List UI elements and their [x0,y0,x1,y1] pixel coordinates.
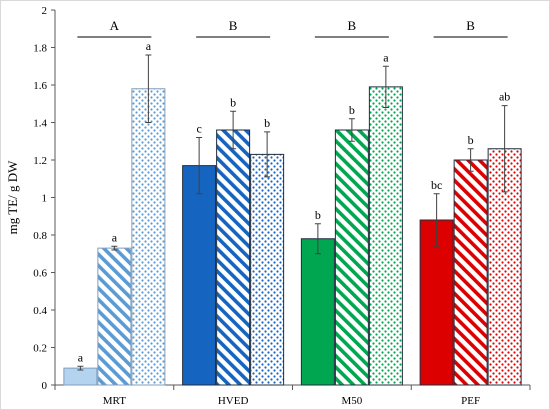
bar-significance-label: a [146,39,152,53]
bar [300,238,335,386]
x-category-label: PEF [461,395,480,407]
y-tick-label: 1.8 [33,43,47,55]
bar-significance-label: a [78,350,84,364]
bar-group-pef: bc b ab [419,90,522,386]
bar-significance-label: a [112,230,118,244]
bar-group-m50: b b a [300,50,403,386]
group-significance-label: A [110,18,120,33]
x-category-label: M50 [341,395,362,407]
y-tick-label: 0.8 [33,230,47,242]
bar-significance-label: a [383,50,389,64]
x-category-label: MRT [103,395,126,407]
group-significance-label: B [348,18,357,33]
y-tick-label: 0.4 [33,305,47,317]
x-category-label: HVED [218,395,249,407]
bar [334,129,369,386]
bar [97,247,132,386]
y-tick-label: 1.2 [33,155,47,167]
bar-group-hved: c b b [182,95,285,386]
y-tick-label: 1 [42,193,48,205]
bar-significance-label: b [264,116,270,130]
y-axis-title: mg TE/ g DW [5,160,20,235]
y-tick-label: 0.2 [33,343,47,355]
y-tick-label: 2 [42,5,48,17]
bar [216,129,251,386]
bar-significance-label: ab [499,90,510,104]
bar [250,153,285,386]
bar [453,159,488,386]
bar [63,367,98,386]
bar [182,165,217,386]
bar-significance-label: c [196,122,201,136]
bar [419,219,454,386]
group-significance-label: B [466,18,475,33]
y-tick-label: 1.4 [33,118,47,130]
y-tick-label: 1.6 [33,80,47,92]
y-tick-label: 0.6 [33,268,47,280]
bar-significance-label: b [230,95,236,109]
bar-significance-label: b [349,103,355,117]
bar-significance-label: bc [431,178,442,192]
bar-significance-label: b [468,133,474,147]
bar [131,88,166,386]
bar-significance-label: b [315,208,321,222]
y-tick-label: 0 [42,380,48,392]
y-axis: 0 0.2 0.4 0.6 0.8 1 1.2 1.4 1.6 1.8 2 [33,5,56,392]
bar [368,86,403,386]
bar-group-mrt: a a a [63,39,166,386]
group-significance-label: B [229,18,238,33]
bars: a a a c b b b b a bc b ab [63,39,522,386]
